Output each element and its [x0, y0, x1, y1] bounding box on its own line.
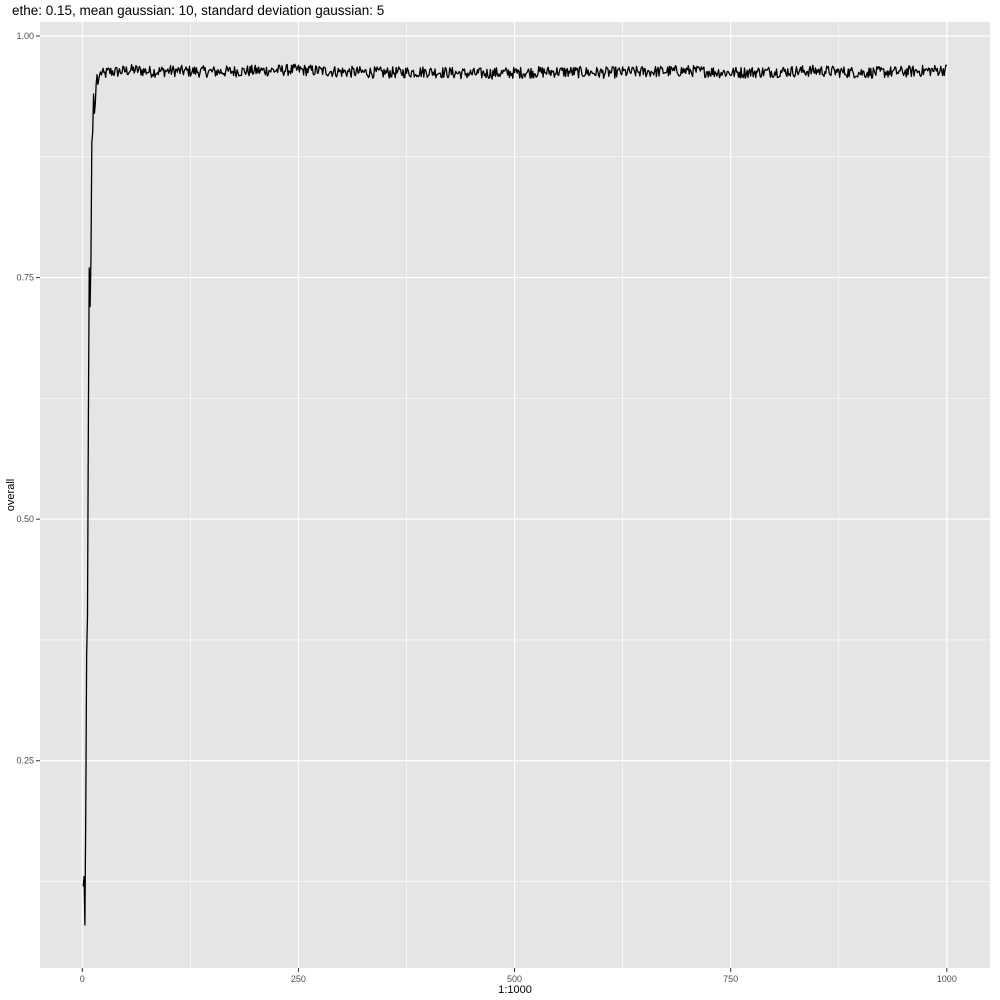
x-tick-label: 1000	[937, 974, 957, 984]
x-axis: 0 250 500 750 1000	[80, 968, 957, 984]
x-tick-label: 0	[80, 974, 85, 984]
data-layer	[82, 63, 948, 926]
chart-title: ethe: 0.15, mean gaussian: 10, standard …	[12, 3, 385, 18]
y-tick-label: 1.00	[16, 31, 34, 41]
y-axis-title: overall	[5, 479, 17, 511]
x-tick-label: 750	[723, 974, 738, 984]
grid-major	[40, 22, 990, 968]
y-tick-label: 0.25	[16, 756, 34, 766]
y-tick-label: 0.75	[16, 273, 34, 283]
series-line	[82, 63, 948, 926]
x-tick-label: 250	[291, 974, 306, 984]
x-tick-label: 500	[507, 974, 522, 984]
y-axis: 0.25 0.50 0.75 1.00	[16, 31, 40, 766]
x-axis-title: 1:1000	[498, 984, 532, 996]
y-tick-label: 0.50	[16, 514, 34, 524]
